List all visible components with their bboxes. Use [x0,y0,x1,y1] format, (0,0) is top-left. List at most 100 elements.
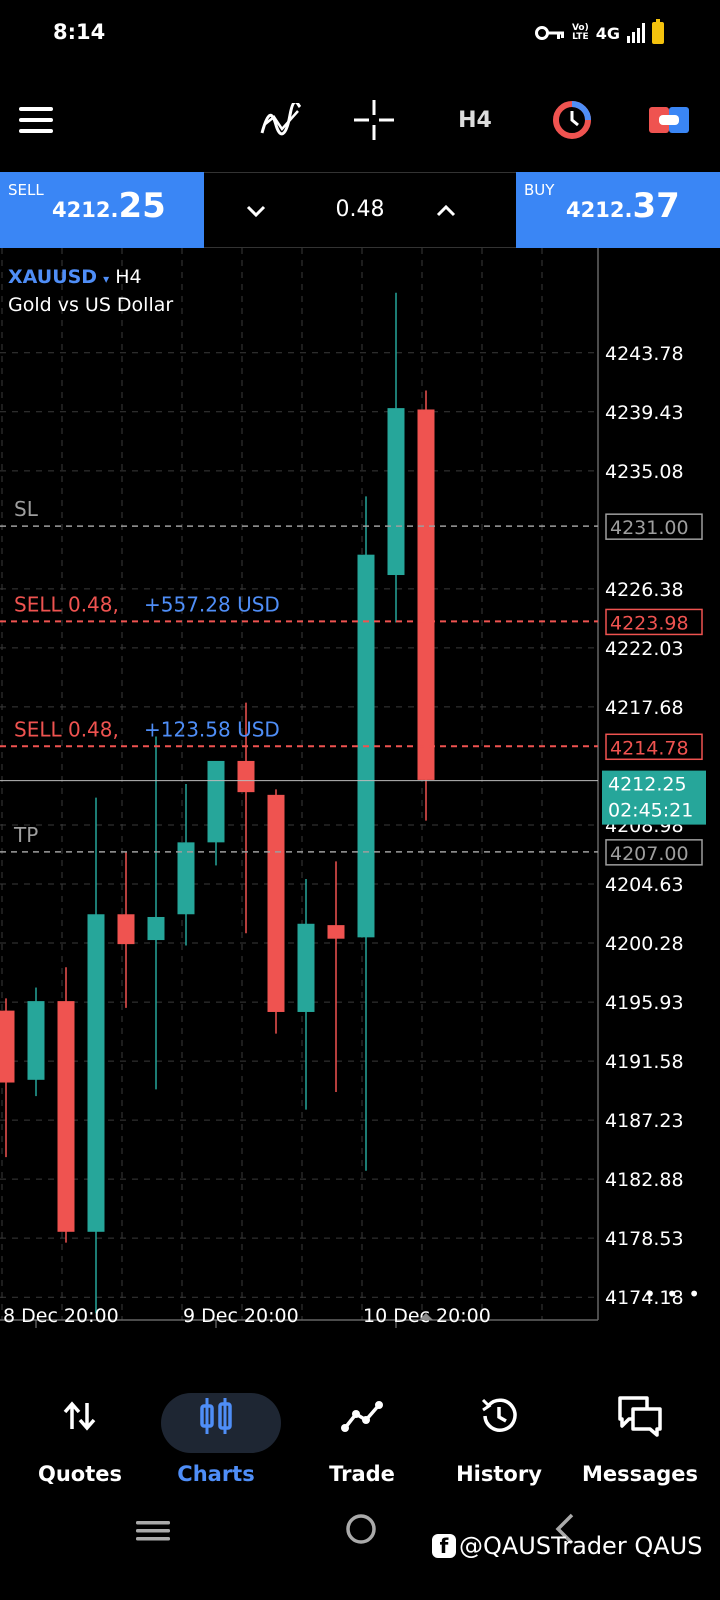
symbol-description: Gold vs US Dollar [8,294,174,316]
candle-body [27,1001,45,1080]
candlestick-chart[interactable]: 4243.78 4239.43 4235.08 4226.38 4222.03 4217.… [0,248,720,1333]
price-tick-label: 4239.43 [605,402,684,424]
price-tick-label: 4217.68 [605,697,684,719]
indicators-button[interactable] [256,98,306,142]
time-tick-label: 9 Dec 20:00 [183,1305,299,1327]
bottom-navigation: Quotes Charts Trade [0,1380,720,1490]
candle-body [267,794,285,1012]
chart-symbol[interactable]: XAUUSD ▾ H4 [8,266,142,288]
price-tick-label: 4243.78 [605,343,684,365]
home-button[interactable] [346,1514,376,1544]
sl-price-box [605,513,703,540]
chart-toolbar: H4 [0,80,720,162]
chevron-down-icon [246,205,266,218]
buy-label: BUY [524,181,555,199]
candle-body [387,408,405,576]
one-click-trade-button[interactable] [646,98,692,142]
candle-body [297,923,315,1012]
order-price-label: 4223.98 [610,612,689,634]
candle-body [57,1001,75,1232]
volume-decrease-button[interactable] [238,193,274,229]
sell-button[interactable]: SELL 4212.25 [0,172,204,248]
price-tick-label: 4195.93 [605,992,684,1014]
key-icon [534,26,564,40]
facebook-icon: f [432,1534,456,1558]
quotes-icon [63,1401,96,1431]
recents-button[interactable] [136,1521,170,1541]
price-tick-label: 4200.28 [605,933,684,955]
tp-label: TP [13,823,38,847]
last-bar-marker [419,1313,433,1320]
network-type: 4G [595,23,620,43]
status-icons: Vo) LTE 4G [534,19,664,46]
price-tick-label: 4226.38 [605,579,684,601]
price-tick-label: 4235.08 [605,461,684,483]
price-tick-label: 4204.63 [605,874,684,896]
nav-charts-label: Charts [177,1462,255,1486]
price-tick-label: 4191.58 [605,1051,684,1073]
trade-icon [341,1401,383,1432]
order-label: SELL 0.48, [14,717,119,741]
trading-clock-button[interactable] [550,98,594,142]
symbol-name[interactable]: XAUUSD [8,266,98,288]
status-bar: 8:14 Vo) LTE 4G [0,0,720,66]
nav-messages-label: Messages [581,1462,699,1486]
more-options-button[interactable]: • • • [644,1282,703,1306]
tp-price-box [605,839,703,866]
candle-body [117,914,135,945]
battery-icon [652,19,664,44]
volume-increase-button[interactable] [428,193,464,229]
nav-charts[interactable]: Charts [144,1380,288,1490]
current-price-label: 4212.25 [608,774,687,796]
price-tick-label: 4222.03 [605,638,684,660]
system-navigation-bar [0,1510,720,1600]
bar-countdown-label: 02:45:21 [608,800,693,822]
hamburger-menu-icon [19,107,53,133]
watermark: f @QAUSTrader QAUS [432,1532,702,1560]
candle-body [207,760,225,843]
indicators-icon [260,103,302,136]
candle-body [417,409,435,780]
watermark-text: @QAUSTrader QAUS [459,1532,703,1560]
trade-panel: SELL 4212.25 0.48 BUY 4212.37 [0,172,720,248]
candle-body [237,760,255,793]
symbol-timeframe: H4 [115,266,142,288]
chevron-up-icon [436,204,456,217]
order-label: SELL 0.48, [14,592,119,616]
crosshair-button[interactable] [352,98,396,142]
messages-icon [618,1396,662,1437]
nav-history[interactable]: History [427,1380,571,1490]
menu-button[interactable] [14,98,60,142]
volume-value[interactable]: 0.48 [335,197,385,222]
volte-indicator: Vo) LTE [571,23,589,42]
nav-history-label: History [456,1462,542,1486]
sl-price-label: 4231.00 [610,517,689,539]
order-price-box [605,733,703,761]
tp-price-label: 4207.00 [610,843,689,865]
candle-body [177,842,195,915]
symbol-dropdown-icon[interactable]: ▾ [103,272,110,286]
price-tick-label: 4182.88 [605,1169,684,1191]
timeframe-button[interactable]: H4 [448,98,502,142]
order-profit: +557.28 USD [144,592,280,616]
candle-body [327,925,345,939]
price-tick-label: 4174.18 [605,1287,684,1309]
signal-icon [627,23,645,43]
price-chart[interactable]: 4243.78 4239.43 4235.08 4226.38 4222.03 4217.… [0,248,720,1333]
status-time: 8:14 [53,20,106,44]
candle-body [147,916,165,941]
sell-price: 4212.25 [52,186,166,226]
nav-trade-label: Trade [329,1462,395,1486]
trading-clock-icon [553,101,591,139]
back-button[interactable] [555,1513,574,1545]
nav-trade[interactable]: Trade [290,1380,434,1490]
price-tick-label: 4187.23 [605,1110,684,1132]
trade-toggle-icon [649,107,689,133]
sell-label: SELL [8,181,44,199]
nav-messages[interactable]: Messages [568,1380,712,1490]
order-price-label: 4214.78 [610,737,689,759]
order-price-box [605,608,703,636]
buy-button[interactable]: BUY 4212.37 [516,172,720,248]
nav-quotes[interactable]: Quotes [8,1380,152,1490]
time-tick-label: 8 Dec 20:00 [3,1305,119,1327]
